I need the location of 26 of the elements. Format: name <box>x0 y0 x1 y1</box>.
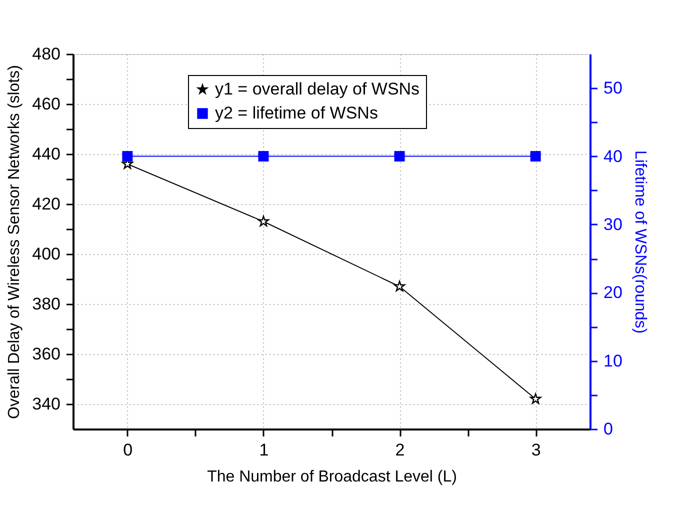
x-tick-label: 2 <box>395 440 405 460</box>
x-tick-label: 1 <box>259 440 269 460</box>
y-tick-label: 480 <box>32 44 60 64</box>
x-tick-label: 3 <box>531 440 541 460</box>
y-tick-label: 420 <box>32 194 60 214</box>
point <box>530 393 542 404</box>
y2-tick-label: 0 <box>604 420 613 438</box>
y2-axis-title: Lifetime of WSNs(rounds) <box>631 150 648 334</box>
y-tick-label: 380 <box>32 294 60 314</box>
x-tick-label: 0 <box>123 440 133 460</box>
y-tick-label: 460 <box>32 94 60 114</box>
point <box>394 280 406 292</box>
y2-tick-label: 40 <box>604 146 622 166</box>
y2-tick-label: 20 <box>604 283 622 302</box>
y-tick-label: 360 <box>32 344 60 364</box>
y-tick-label: 400 <box>32 244 60 264</box>
y2-tick-label: 30 <box>604 214 622 234</box>
y-tick-label: 440 <box>32 144 60 164</box>
y2-tick-label: 10 <box>604 351 622 370</box>
x-axis-title: The Number of Broadcast Level (L) <box>207 468 457 486</box>
y-tick-label: 340 <box>32 394 60 414</box>
point <box>258 216 270 226</box>
y-axis-title: Overall Delay of Wireless Sensor Networks (slots) <box>6 65 24 419</box>
y2-tick-label: 50 <box>604 78 622 98</box>
legend-label: y1 = overall delay of WSNs <box>215 80 420 98</box>
legend-label: y2 = lifetime of WSNs <box>215 104 378 122</box>
